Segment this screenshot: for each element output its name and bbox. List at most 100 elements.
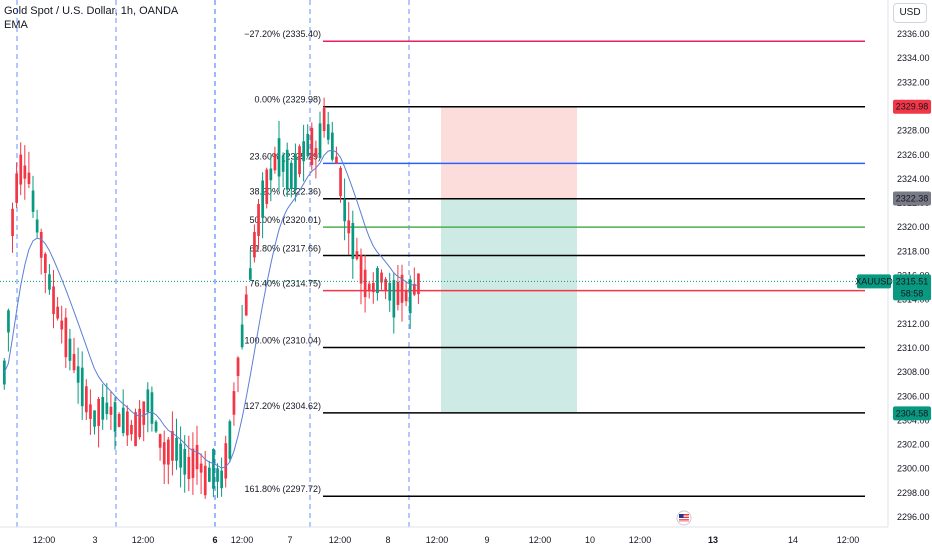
candle[interactable]	[413, 283, 416, 295]
candle[interactable]	[417, 273, 420, 295]
candle[interactable]	[19, 154, 23, 185]
candle[interactable]	[244, 294, 248, 316]
candle[interactable]	[236, 357, 240, 377]
candle[interactable]	[187, 456, 191, 480]
candle[interactable]	[85, 386, 88, 413]
candle[interactable]	[101, 396, 105, 420]
candle[interactable]	[208, 467, 211, 482]
candle[interactable]	[80, 367, 84, 407]
candle[interactable]	[306, 133, 310, 157]
candle[interactable]	[121, 407, 125, 434]
candle[interactable]	[11, 208, 14, 236]
candle[interactable]	[109, 406, 113, 415]
candle[interactable]	[294, 154, 297, 191]
candle[interactable]	[216, 468, 219, 482]
candle[interactable]	[355, 251, 359, 260]
candle[interactable]	[162, 442, 166, 465]
candle[interactable]	[367, 283, 371, 292]
candle[interactable]	[302, 141, 305, 162]
candle[interactable]	[126, 411, 129, 436]
stop-loss-zone[interactable]	[441, 106, 577, 199]
candle[interactable]	[331, 132, 334, 160]
candle[interactable]	[142, 401, 146, 425]
candle[interactable]	[203, 465, 207, 496]
candle[interactable]	[31, 190, 35, 212]
candle[interactable]	[52, 286, 55, 315]
candle[interactable]	[372, 282, 375, 293]
candle[interactable]	[408, 279, 412, 314]
candle[interactable]	[195, 444, 199, 470]
candle[interactable]	[212, 449, 215, 489]
candle[interactable]	[89, 404, 92, 419]
candle[interactable]	[154, 421, 158, 432]
candle[interactable]	[191, 448, 195, 478]
candle[interactable]	[44, 253, 47, 273]
candle[interactable]	[167, 439, 170, 465]
candle[interactable]	[220, 470, 223, 489]
candle[interactable]	[277, 138, 281, 177]
us-flag-icon[interactable]	[676, 510, 692, 526]
candle[interactable]	[56, 306, 59, 319]
candle[interactable]	[72, 354, 76, 371]
candle[interactable]	[261, 180, 264, 218]
candle[interactable]	[310, 127, 314, 166]
candle[interactable]	[314, 148, 318, 158]
currency-button[interactable]: USD	[893, 3, 927, 23]
candle[interactable]	[404, 290, 408, 302]
candle[interactable]	[175, 438, 178, 461]
candle[interactable]	[138, 408, 141, 438]
candle[interactable]	[39, 231, 43, 258]
candle[interactable]	[265, 169, 269, 204]
candle[interactable]	[134, 412, 137, 447]
candle[interactable]	[150, 392, 154, 424]
candle[interactable]	[224, 443, 228, 479]
candle[interactable]	[23, 165, 27, 179]
candle[interactable]	[68, 338, 72, 361]
candle[interactable]	[240, 324, 244, 348]
candle[interactable]	[347, 220, 351, 234]
candle[interactable]	[318, 123, 322, 159]
candle[interactable]	[392, 280, 396, 318]
candle[interactable]	[359, 255, 363, 284]
candle[interactable]	[363, 269, 367, 298]
candle[interactable]	[351, 223, 355, 259]
candle[interactable]	[171, 431, 174, 461]
candle[interactable]	[130, 424, 133, 435]
candle[interactable]	[396, 281, 400, 305]
candle[interactable]	[105, 402, 109, 415]
candle[interactable]	[7, 310, 10, 333]
candle[interactable]	[146, 389, 150, 413]
candle[interactable]	[3, 360, 6, 385]
candle[interactable]	[76, 366, 80, 383]
candle[interactable]	[322, 108, 326, 132]
candle[interactable]	[298, 146, 301, 175]
candle[interactable]	[281, 155, 285, 172]
candle[interactable]	[400, 274, 404, 303]
candle[interactable]	[183, 448, 187, 475]
candle[interactable]	[27, 172, 31, 184]
candle[interactable]	[269, 168, 273, 181]
indicator-label-ema[interactable]: EMA	[4, 19, 28, 31]
candle[interactable]	[199, 463, 203, 473]
candle[interactable]	[380, 272, 383, 283]
candle[interactable]	[60, 320, 64, 330]
candle[interactable]	[113, 402, 117, 432]
candle[interactable]	[232, 391, 236, 415]
candle[interactable]	[35, 219, 39, 233]
candle[interactable]	[64, 317, 68, 358]
candle[interactable]	[253, 232, 256, 258]
candle[interactable]	[335, 156, 338, 164]
candle[interactable]	[388, 282, 392, 301]
candle[interactable]	[273, 153, 277, 171]
candle[interactable]	[257, 203, 260, 236]
candle[interactable]	[326, 124, 330, 140]
candle[interactable]	[93, 410, 96, 427]
candle[interactable]	[285, 149, 289, 190]
candle[interactable]	[179, 443, 182, 468]
candle[interactable]	[48, 274, 51, 290]
candle[interactable]	[339, 167, 342, 197]
candle[interactable]	[290, 162, 293, 189]
candle[interactable]	[158, 434, 162, 448]
candle[interactable]	[97, 398, 100, 426]
